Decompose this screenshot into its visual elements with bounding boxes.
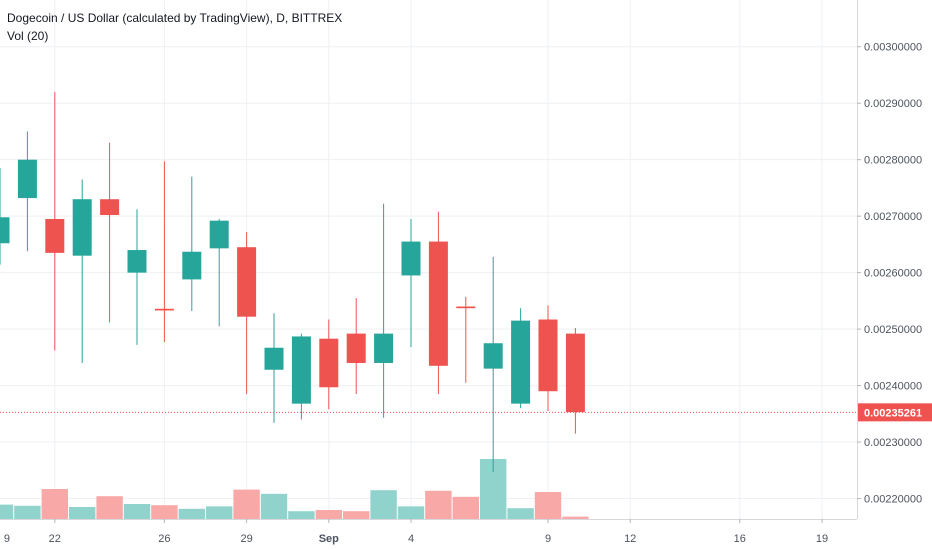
candle-body xyxy=(456,306,476,309)
candle xyxy=(72,179,92,363)
candle xyxy=(209,218,229,327)
candle-body xyxy=(100,199,120,216)
time-axis-label: 16 xyxy=(734,533,746,545)
candle-body xyxy=(538,319,558,392)
candle-body xyxy=(483,343,503,369)
candle-body xyxy=(264,347,284,370)
candle xyxy=(428,211,448,395)
volume-bar xyxy=(260,493,288,519)
candle xyxy=(291,333,311,420)
candle xyxy=(17,131,37,252)
volume-bar xyxy=(562,516,589,519)
volume-bar xyxy=(288,511,315,519)
candle xyxy=(127,209,147,345)
time-axis[interactable]: 22 26 29 Sep 4 9 12 16 19 9 xyxy=(4,519,828,545)
time-axis-label: 19 xyxy=(816,533,828,545)
last-price-label-bg xyxy=(858,403,932,422)
price-axis-label: 0.00290000 xyxy=(864,98,922,110)
candles[interactable] xyxy=(0,91,585,472)
volume-bar xyxy=(425,490,452,519)
candle xyxy=(319,319,339,410)
chart-legend-title: Dogecoin / US Dollar (calculated by Trad… xyxy=(7,11,343,25)
candle-body xyxy=(209,220,229,249)
candle-body xyxy=(291,336,311,404)
time-axis-label: 4 xyxy=(408,533,414,545)
candle-body xyxy=(374,333,394,363)
volume-bar xyxy=(151,505,178,519)
candle xyxy=(483,256,503,472)
price-axis-label: 0.00220000 xyxy=(864,494,922,506)
price-axis-label: 0.00300000 xyxy=(864,42,922,54)
volume-bar xyxy=(397,506,425,519)
volume-bar xyxy=(370,490,397,519)
candle xyxy=(45,91,65,351)
price-axis[interactable]: 0.00300000 0.00290000 0.00280000 0.00270000… xyxy=(857,42,922,506)
candle xyxy=(100,142,120,323)
candle-body xyxy=(565,333,585,413)
volume-bar xyxy=(178,508,205,519)
candle xyxy=(237,231,257,395)
candle xyxy=(374,203,394,418)
price-axis-label: 0.00260000 xyxy=(864,268,922,280)
candle-body xyxy=(511,320,531,404)
candle-body xyxy=(401,241,421,276)
candle xyxy=(346,298,366,395)
candle xyxy=(0,168,10,265)
time-axis-label: 9 xyxy=(4,533,10,545)
volume-bar xyxy=(41,489,68,519)
volume-bar xyxy=(343,511,370,519)
candle-body xyxy=(428,241,448,366)
last-price-label-text: 0.00235261 xyxy=(864,407,922,419)
candle-body xyxy=(346,333,366,363)
volume-bar xyxy=(233,489,260,519)
candle xyxy=(182,176,202,312)
time-axis-label: 12 xyxy=(624,533,636,545)
volume-bars xyxy=(0,459,589,519)
volume-bar xyxy=(507,508,534,519)
volume-bar xyxy=(452,496,479,519)
volume-legend: Vol (20) xyxy=(7,29,49,43)
volume-bar xyxy=(206,506,233,519)
time-axis-label: 22 xyxy=(49,533,61,545)
volume-bar xyxy=(14,505,41,519)
candle xyxy=(565,327,585,434)
last-price-label: 0.00235261 xyxy=(858,403,932,422)
time-axis-label: 26 xyxy=(158,533,170,545)
volume-bar xyxy=(123,504,151,519)
volume-bar xyxy=(315,510,342,519)
volume-bar xyxy=(534,492,562,519)
candle-body xyxy=(319,338,339,388)
candle-body xyxy=(127,250,147,273)
volume-bar xyxy=(96,496,123,519)
candle xyxy=(401,218,421,348)
volume-bar xyxy=(69,507,96,519)
price-axis-label: 0.00270000 xyxy=(864,211,922,223)
price-axis-label: 0.00250000 xyxy=(864,324,922,336)
candle xyxy=(154,161,174,343)
volume-bar xyxy=(0,504,14,519)
time-axis-label: 9 xyxy=(545,533,551,545)
candle xyxy=(456,296,476,383)
price-axis-label: 0.00240000 xyxy=(864,381,922,393)
price-axis-label: 0.00280000 xyxy=(864,155,922,167)
candle-body xyxy=(154,308,174,311)
candle xyxy=(538,305,558,411)
candle xyxy=(264,313,284,423)
price-axis-label: 0.00230000 xyxy=(864,437,922,449)
time-axis-month-label: Sep xyxy=(319,533,339,545)
candle xyxy=(511,308,531,409)
candle-body xyxy=(182,251,202,280)
candle-body xyxy=(237,247,257,317)
candle-body xyxy=(45,218,65,253)
candle-body xyxy=(72,199,92,256)
candle-body xyxy=(17,159,37,199)
time-axis-label: 29 xyxy=(240,533,252,545)
candle-body xyxy=(0,217,10,244)
